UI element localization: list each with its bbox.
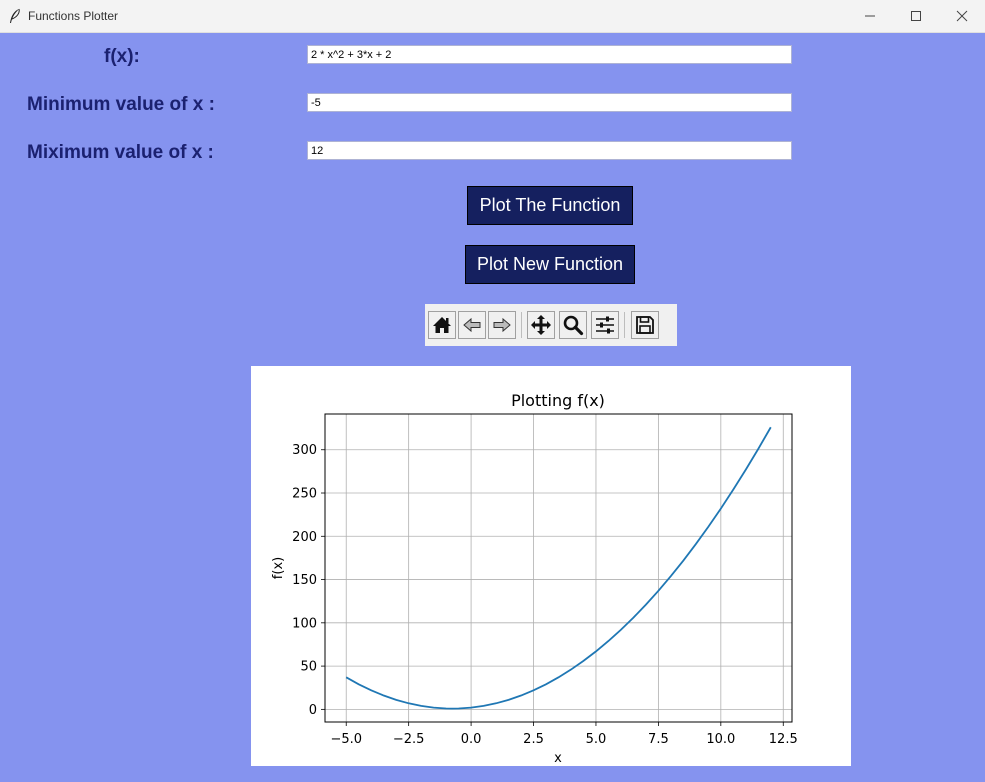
configure-subplots-icon	[596, 316, 614, 334]
xmax-label: Miximum value of x :	[27, 142, 214, 163]
title-bar: Functions Plotter	[0, 0, 985, 33]
feather-icon	[10, 8, 20, 23]
close-button[interactable]	[939, 0, 985, 32]
plot-frame	[324, 413, 793, 723]
maximize-button[interactable]	[893, 0, 939, 32]
plot-function-button[interactable]: Plot The Function	[467, 186, 633, 225]
y-tick-label: 100	[292, 616, 317, 631]
xmin-label: Minimum value of x :	[27, 94, 215, 115]
x-tick-label: 2.5	[523, 732, 544, 747]
x-tick-label: −2.5	[393, 732, 425, 747]
toolbar-separator	[624, 312, 625, 338]
minimize-button[interactable]	[847, 0, 893, 32]
pan-icon	[531, 315, 551, 335]
maximize-icon	[911, 11, 921, 21]
navigation-toolbar	[425, 304, 677, 346]
minimize-icon	[865, 15, 875, 17]
plot-new-function-button[interactable]: Plot New Function	[465, 245, 635, 284]
chart-title: Plotting f(x)	[511, 391, 605, 410]
y-tick-label: 150	[292, 573, 317, 588]
close-icon	[956, 10, 968, 22]
x-tick-label: 7.5	[648, 732, 669, 747]
fx-input[interactable]	[307, 45, 792, 64]
forward-button[interactable]	[488, 311, 516, 339]
y-tick-label: 250	[292, 487, 317, 502]
window-title: Functions Plotter	[28, 9, 119, 23]
xmin-input[interactable]	[307, 93, 792, 112]
toolbar-separator	[521, 312, 522, 338]
back-button[interactable]	[458, 311, 486, 339]
series-line	[345, 426, 772, 710]
y-tick-label: 200	[292, 530, 317, 545]
save-button[interactable]	[631, 311, 659, 339]
x-tick-label: 10.0	[706, 732, 735, 747]
pan-button[interactable]	[527, 311, 555, 339]
forward-arrow-icon	[493, 317, 511, 333]
y-tick-label: 300	[292, 443, 317, 458]
zoom-button[interactable]	[559, 311, 587, 339]
chart-grid	[325, 414, 792, 722]
home-icon	[433, 317, 451, 333]
zoom-icon	[563, 315, 584, 336]
xmax-input[interactable]	[307, 141, 792, 160]
chart-ticks: −5.0 −2.5 0.0 2.5 5.0 7.5 10.0 12.5 0 50 100 150 200…	[292, 443, 798, 747]
x-tick-label: 5.0	[586, 732, 607, 747]
x-tick-label: 0.0	[461, 732, 482, 747]
x-axis-label: x	[554, 751, 562, 766]
plot-canvas[interactable]: Plotting f(x) −5.0 −2.5 0.0 2.5 5.0 7.5 10.0 12…	[251, 366, 851, 766]
y-tick-label: 0	[309, 703, 317, 718]
y-tick-label: 50	[300, 660, 317, 675]
back-arrow-icon	[463, 317, 481, 333]
x-tick-label: −5.0	[330, 732, 362, 747]
fx-label: f(x):	[104, 46, 140, 67]
configure-subplots-button[interactable]	[591, 311, 619, 339]
save-icon	[636, 316, 654, 334]
home-button[interactable]	[428, 311, 456, 339]
function-chart: Plotting f(x) −5.0 −2.5 0.0 2.5 5.0 7.5 10.0 12…	[271, 391, 798, 766]
x-tick-label: 12.5	[769, 732, 798, 747]
y-axis-label: f(x)	[271, 557, 286, 579]
